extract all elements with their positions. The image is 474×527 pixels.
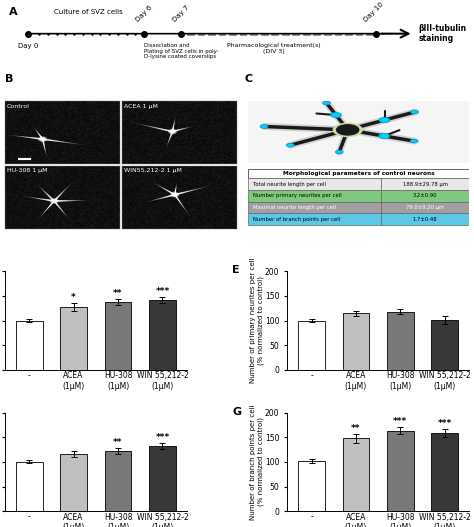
Circle shape (40, 138, 46, 141)
Bar (105, 302, 131, 370)
Circle shape (337, 125, 359, 135)
Text: Morphological parameters of control neurons: Morphological parameters of control neur… (283, 171, 435, 176)
FancyBboxPatch shape (248, 169, 469, 179)
Circle shape (171, 192, 179, 197)
Bar (431, 320, 458, 370)
FancyBboxPatch shape (381, 190, 469, 202)
Circle shape (379, 133, 390, 139)
Text: Number primary neurites per cell: Number primary neurites per cell (253, 193, 341, 199)
Text: **: ** (113, 438, 123, 447)
Text: ***: *** (393, 417, 408, 426)
Circle shape (322, 101, 330, 105)
Text: ACEA 1 μM: ACEA 1 μM (124, 104, 158, 109)
Circle shape (172, 131, 173, 132)
Circle shape (41, 138, 45, 140)
Circle shape (171, 131, 174, 132)
Circle shape (173, 194, 176, 196)
Circle shape (174, 194, 176, 195)
Text: E: E (232, 266, 240, 276)
Y-axis label: Number of branch points per cell
(% normalized to control): Number of branch points per cell (% norm… (250, 404, 264, 520)
Text: **: ** (113, 289, 123, 298)
Text: ***: *** (438, 419, 452, 428)
Text: HU-308 1 μM: HU-308 1 μM (7, 168, 47, 173)
FancyBboxPatch shape (246, 100, 472, 163)
Bar (149, 300, 176, 370)
Circle shape (168, 129, 176, 134)
Circle shape (53, 200, 55, 201)
Text: Number of branch points per cell: Number of branch points per cell (253, 217, 340, 222)
FancyBboxPatch shape (381, 202, 469, 213)
Bar (343, 313, 369, 370)
Text: Day 10: Day 10 (363, 1, 384, 23)
Circle shape (330, 113, 342, 118)
Bar (298, 320, 325, 370)
Circle shape (379, 118, 390, 123)
Text: Pharmacological treatment(s)
(DIV 3): Pharmacological treatment(s) (DIV 3) (228, 43, 321, 54)
Text: ***: *** (155, 287, 170, 296)
Circle shape (172, 193, 178, 196)
Text: ***: *** (155, 433, 170, 442)
FancyBboxPatch shape (248, 179, 381, 190)
Text: B: B (5, 74, 13, 84)
Bar (431, 433, 458, 511)
FancyBboxPatch shape (381, 213, 469, 225)
Text: βIII-tubulin
staining: βIII-tubulin staining (418, 24, 466, 43)
Text: 3.2±0.90: 3.2±0.90 (413, 193, 438, 199)
Circle shape (333, 123, 362, 136)
Circle shape (51, 199, 57, 202)
Y-axis label: Number of primary neurites per cell
(% normalized to control): Number of primary neurites per cell (% n… (250, 258, 264, 384)
Text: **: ** (351, 424, 361, 433)
Text: Maximal neurite length per cell: Maximal neurite length per cell (253, 205, 336, 210)
FancyBboxPatch shape (248, 202, 381, 213)
Text: Day 6: Day 6 (135, 4, 154, 23)
Text: Total neurite length per cell: Total neurite length per cell (253, 182, 326, 187)
Circle shape (335, 150, 343, 154)
Circle shape (50, 199, 58, 203)
Circle shape (260, 125, 268, 129)
Text: 1.7±0.48: 1.7±0.48 (413, 217, 438, 222)
Bar (149, 445, 176, 511)
Circle shape (410, 139, 418, 143)
Text: WIN55,212-2 1 μM: WIN55,212-2 1 μM (124, 168, 182, 173)
Circle shape (410, 110, 419, 114)
Bar (298, 461, 325, 511)
Text: Dissociation and
Plating of SVZ cells in poly-
D-lysine coated coverslips: Dissociation and Plating of SVZ cells in… (144, 43, 219, 60)
Bar (105, 451, 131, 511)
FancyBboxPatch shape (381, 179, 469, 190)
Bar (16, 320, 43, 370)
Circle shape (53, 200, 56, 202)
Circle shape (170, 130, 175, 133)
Text: 79.0±9.20 μm: 79.0±9.20 μm (406, 205, 444, 210)
Text: C: C (244, 74, 252, 84)
Text: 188.9±29.78 μm: 188.9±29.78 μm (402, 182, 447, 187)
Bar (60, 307, 87, 370)
Text: G: G (232, 407, 242, 416)
Bar (387, 431, 414, 511)
Text: Day 0: Day 0 (18, 43, 38, 49)
FancyBboxPatch shape (248, 213, 381, 225)
Bar (387, 312, 414, 370)
Bar (60, 454, 87, 511)
Text: Culture of SVZ cells: Culture of SVZ cells (54, 9, 123, 15)
Text: A: A (9, 7, 18, 17)
Circle shape (42, 139, 44, 140)
Text: *: * (71, 294, 76, 302)
FancyBboxPatch shape (248, 190, 381, 202)
Text: Control: Control (7, 104, 30, 109)
Bar (16, 462, 43, 511)
Text: Day 7: Day 7 (172, 4, 191, 23)
Bar (343, 438, 369, 511)
Circle shape (39, 137, 46, 141)
Circle shape (286, 143, 294, 147)
